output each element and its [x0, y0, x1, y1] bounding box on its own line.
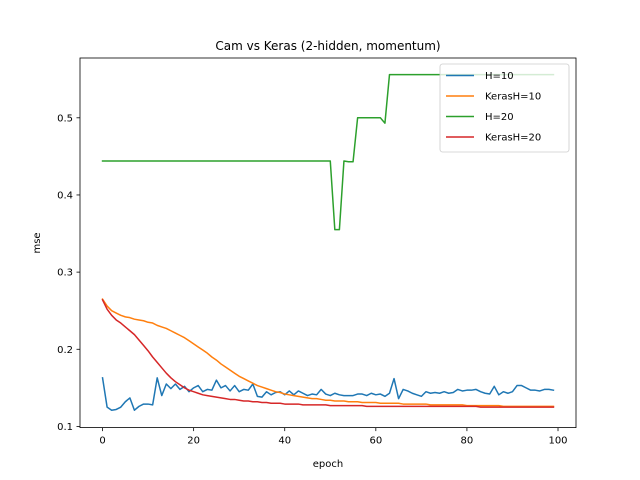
- x-axis-label: epoch: [313, 459, 343, 470]
- legend-label: H=10: [485, 71, 514, 82]
- x-axis-ticks: 0 20 40 60 80 100: [99, 427, 568, 447]
- legend-label: KerasH=10: [485, 92, 541, 103]
- y-tick-label: 0.3: [57, 268, 73, 279]
- y-tick-label: 0.4: [57, 191, 73, 202]
- legend: H=10 KerasH=10 H=20 KerasH=20: [439, 63, 570, 153]
- x-tick-label: 40: [278, 436, 291, 447]
- x-tick-label: 60: [369, 436, 382, 447]
- series-line-h-10: [101, 376, 555, 411]
- y-tick-label: 0.2: [57, 345, 73, 356]
- x-tick-label: 80: [461, 436, 474, 447]
- y-tick-label: 0.1: [57, 422, 73, 433]
- y-axis-ticks: 0.1 0.2 0.3 0.4 0.5: [57, 113, 80, 433]
- chart-title: Cam vs Keras (2-hidden, momentum): [215, 39, 440, 53]
- y-tick-label: 0.5: [57, 113, 73, 124]
- y-axis-label: mse: [32, 232, 43, 253]
- series-line-kerash-10: [101, 298, 555, 408]
- x-tick-label: 0: [99, 436, 105, 447]
- legend-label: H=20: [485, 112, 514, 123]
- x-tick-label: 100: [548, 436, 567, 447]
- series-line-kerash-20: [101, 298, 555, 408]
- legend-frame: [439, 63, 570, 153]
- x-tick-label: 20: [187, 436, 200, 447]
- plot-frame: [79, 57, 577, 429]
- legend-label: KerasH=20: [485, 133, 541, 144]
